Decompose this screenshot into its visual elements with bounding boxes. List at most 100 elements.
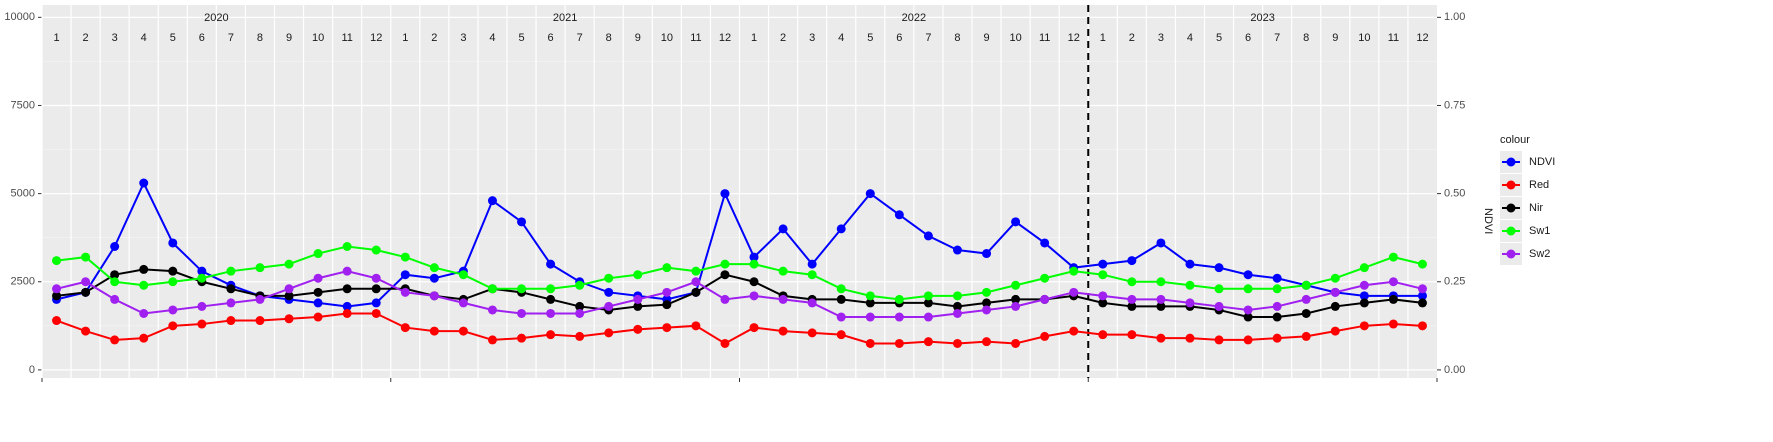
legend-label: NDVI (1529, 156, 1555, 168)
data-point (720, 338, 730, 348)
year-label: 2023 (1250, 12, 1274, 24)
data-point (284, 314, 294, 324)
month-label: 8 (1303, 32, 1309, 44)
data-point (836, 330, 846, 340)
data-point (1011, 217, 1021, 227)
data-point (52, 316, 62, 326)
data-point (429, 273, 439, 283)
series-line (56, 245, 1423, 301)
data-point (1330, 326, 1340, 336)
data-point (952, 301, 962, 311)
data-point (1127, 330, 1137, 340)
y2-tick-label: 1.00 (1444, 11, 1465, 23)
data-point (1272, 273, 1282, 283)
month-label: 7 (577, 32, 583, 44)
data-point (807, 328, 817, 338)
data-point (487, 305, 497, 315)
y2-axis-title: NDVI (1482, 208, 1494, 234)
data-point (923, 298, 933, 308)
series-line (56, 312, 1423, 345)
data-point (865, 189, 875, 199)
data-point (1388, 277, 1398, 287)
legend-key-point (1506, 203, 1516, 213)
month-label: 12 (1068, 32, 1080, 44)
data-point (1330, 301, 1340, 311)
data-point (255, 294, 265, 304)
data-point (226, 298, 236, 308)
data-point (982, 337, 992, 347)
data-point (52, 256, 62, 266)
data-point (458, 270, 468, 280)
month-label: 2 (431, 32, 437, 44)
month-label: 11 (1039, 32, 1050, 44)
month-label: 3 (112, 32, 118, 44)
data-point (371, 245, 381, 255)
data-point (371, 298, 381, 308)
data-point (952, 338, 962, 348)
data-point (604, 273, 614, 283)
data-point (255, 316, 265, 326)
data-point (139, 308, 149, 318)
data-point (168, 277, 178, 287)
data-point (226, 316, 236, 326)
data-point (110, 270, 120, 280)
data-point (1388, 319, 1398, 329)
data-point (1417, 291, 1427, 301)
data-point (284, 291, 294, 301)
month-label: 7 (1274, 32, 1280, 44)
data-point (197, 301, 207, 311)
month-label: 6 (199, 32, 205, 44)
data-point (1301, 331, 1311, 341)
data-point (342, 241, 352, 251)
data-point (575, 331, 585, 341)
data-point (1040, 238, 1050, 248)
month-label: 8 (257, 32, 263, 44)
data-point (1069, 287, 1079, 297)
data-point (1301, 308, 1311, 318)
y-tick-label: 0 (29, 364, 35, 376)
data-point (1156, 238, 1166, 248)
data-point (429, 326, 439, 336)
month-label: 2 (83, 32, 89, 44)
month-label: 5 (1216, 32, 1222, 44)
data-point (1098, 298, 1108, 308)
data-point (1388, 252, 1398, 262)
data-point (749, 252, 759, 262)
data-point (371, 308, 381, 318)
y2-tick-label: 0.00 (1444, 364, 1465, 376)
month-label: 8 (606, 32, 612, 44)
year-label: 2020 (204, 12, 228, 24)
month-label: 11 (690, 32, 701, 44)
month-label: 6 (1245, 32, 1251, 44)
data-point (1156, 301, 1166, 311)
data-point (1272, 301, 1282, 311)
data-point (1417, 284, 1427, 294)
data-point (865, 338, 875, 348)
data-point (1040, 294, 1050, 304)
data-point (342, 284, 352, 294)
month-label: 1 (1100, 32, 1106, 44)
data-point (1272, 284, 1282, 294)
data-point (546, 284, 556, 294)
month-label: 10 (1358, 32, 1370, 44)
data-point (1156, 333, 1166, 343)
data-point (1359, 280, 1369, 290)
month-label: 11 (1388, 32, 1399, 44)
data-point (778, 326, 788, 336)
data-point (1011, 338, 1021, 348)
data-point (517, 333, 527, 343)
data-point (807, 270, 817, 280)
data-point (342, 301, 352, 311)
data-point (1185, 298, 1195, 308)
legend-title: colour (1500, 134, 1530, 146)
data-point (197, 266, 207, 276)
data-point (1156, 294, 1166, 304)
data-point (1214, 335, 1224, 345)
year-label: 2021 (553, 12, 577, 24)
legend-label: Sw1 (1529, 225, 1550, 237)
data-point (923, 231, 933, 241)
month-label: 5 (867, 32, 873, 44)
data-point (371, 273, 381, 283)
data-point (691, 321, 701, 331)
data-point (371, 284, 381, 294)
